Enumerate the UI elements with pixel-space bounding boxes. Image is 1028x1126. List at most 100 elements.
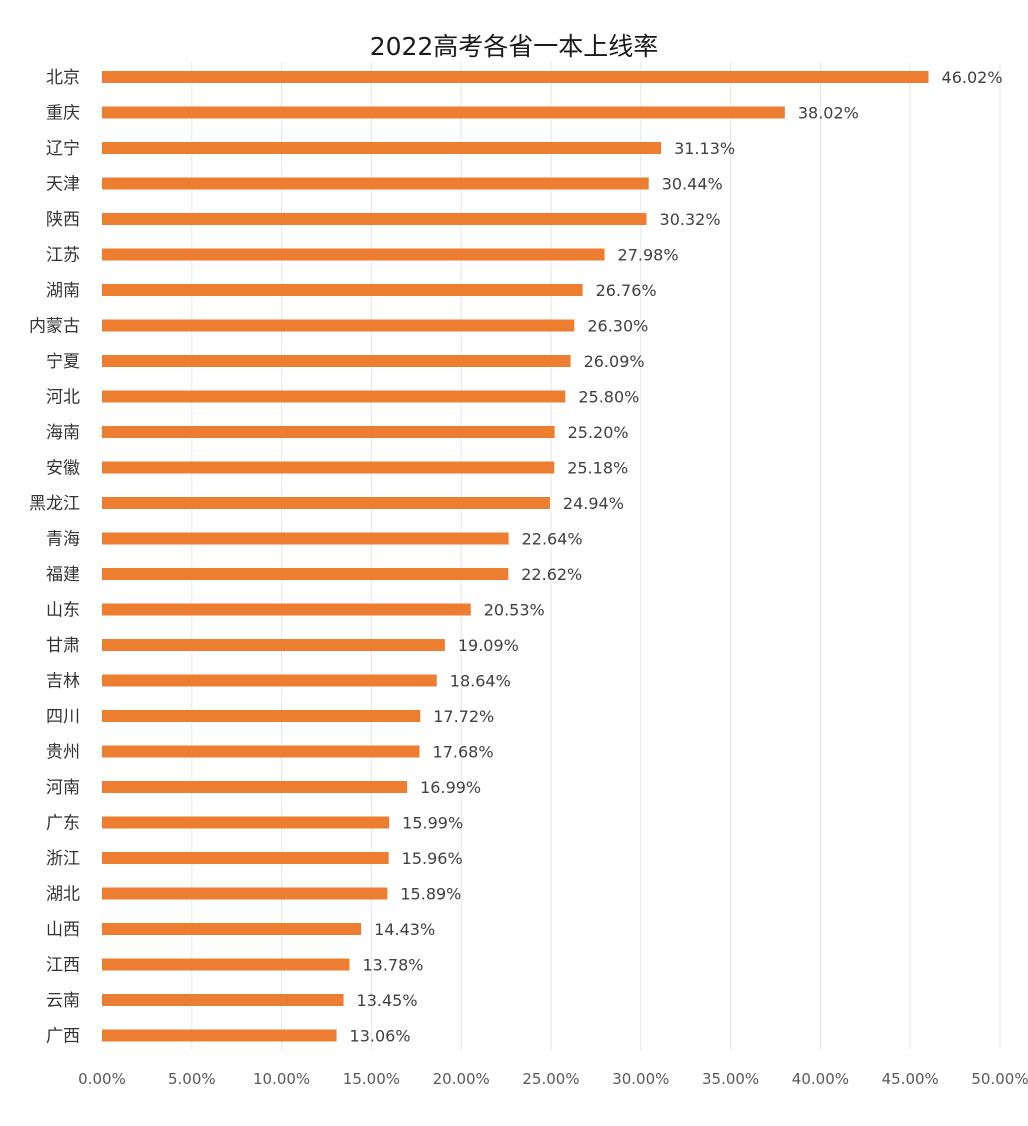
category-label: 安徽 xyxy=(46,459,80,479)
x-tick-label: 5.00% xyxy=(168,1070,216,1088)
x-tick-label: 0.00% xyxy=(78,1070,126,1088)
bar xyxy=(102,461,555,474)
data-label: 18.64% xyxy=(450,672,511,691)
data-label: 15.99% xyxy=(402,814,463,833)
data-label: 24.94% xyxy=(563,494,624,513)
data-label: 16.99% xyxy=(420,778,481,797)
bar xyxy=(102,568,509,580)
data-label: 22.62% xyxy=(521,565,582,584)
category-label: 广西 xyxy=(46,1027,80,1047)
data-label: 27.98% xyxy=(618,246,679,265)
data-label: 26.30% xyxy=(587,317,648,336)
bar xyxy=(102,284,583,296)
value-labels: 46.02% 38.02% 31.13% 30.44% 30.32% 27.98% 26.7… xyxy=(350,68,1003,1046)
bars xyxy=(102,71,929,1042)
data-label: 17.72% xyxy=(433,707,494,726)
x-axis-ticks: 0.00% 5.00% 10.00% 15.00% 20.00% 25.00% 30.00%… xyxy=(78,1070,1028,1088)
bar xyxy=(102,887,388,900)
data-label: 25.20% xyxy=(568,423,629,442)
category-label: 黑龙江 xyxy=(29,494,80,514)
category-label: 北京 xyxy=(46,68,80,88)
bar xyxy=(102,106,785,119)
category-label: 河南 xyxy=(46,778,80,798)
bar xyxy=(102,1029,337,1042)
bar xyxy=(102,852,389,864)
data-label: 30.44% xyxy=(662,175,723,194)
category-label: 湖南 xyxy=(46,281,80,301)
bar xyxy=(102,923,362,935)
category-label: 天津 xyxy=(46,175,80,195)
bar xyxy=(102,603,471,616)
bar xyxy=(102,816,390,829)
bar xyxy=(102,213,647,225)
category-label: 四川 xyxy=(46,707,80,727)
chart-title: 2022高考各省一本上线率 xyxy=(370,32,659,61)
category-label: 山东 xyxy=(46,601,80,621)
data-label: 15.96% xyxy=(402,849,463,868)
data-label: 46.02% xyxy=(942,68,1003,87)
category-label: 海南 xyxy=(46,423,80,443)
x-tick-label: 50.00% xyxy=(971,1070,1028,1088)
category-label: 广东 xyxy=(46,814,80,834)
x-tick-label: 45.00% xyxy=(882,1070,939,1088)
bar xyxy=(102,248,605,261)
data-label: 30.32% xyxy=(660,210,721,229)
bar xyxy=(102,710,421,722)
data-label: 13.06% xyxy=(350,1027,411,1046)
bar xyxy=(102,355,571,367)
category-label: 宁夏 xyxy=(46,352,80,372)
category-label: 甘肃 xyxy=(46,636,80,656)
data-label: 25.80% xyxy=(578,388,639,407)
data-label: 14.43% xyxy=(374,920,435,939)
category-label: 福建 xyxy=(46,565,80,585)
bar xyxy=(102,426,555,438)
data-label: 13.78% xyxy=(362,956,423,975)
bar xyxy=(102,639,445,651)
bar xyxy=(102,177,649,190)
data-label: 19.09% xyxy=(458,636,519,655)
category-label: 江西 xyxy=(46,956,80,976)
category-label: 贵州 xyxy=(46,743,80,763)
data-label: 13.45% xyxy=(357,991,418,1010)
category-label: 浙江 xyxy=(46,849,80,869)
bar xyxy=(102,674,437,687)
bar xyxy=(102,532,509,545)
bar xyxy=(102,958,350,971)
category-label: 江苏 xyxy=(46,246,80,266)
x-tick-label: 20.00% xyxy=(433,1070,490,1088)
bar xyxy=(102,745,420,758)
category-label: 青海 xyxy=(46,530,80,550)
category-label: 云南 xyxy=(46,991,80,1011)
category-label: 吉林 xyxy=(46,672,80,692)
bar xyxy=(102,319,575,332)
bar xyxy=(102,781,408,793)
category-label: 辽宁 xyxy=(46,139,80,159)
x-tick-label: 25.00% xyxy=(522,1070,579,1088)
bar xyxy=(102,497,550,509)
gridlines xyxy=(191,62,1001,1050)
data-label: 22.64% xyxy=(522,530,583,549)
bar xyxy=(102,71,929,83)
data-label: 31.13% xyxy=(674,139,735,158)
category-label: 陕西 xyxy=(46,210,80,230)
x-tick-label: 15.00% xyxy=(343,1070,400,1088)
data-label: 26.09% xyxy=(584,352,645,371)
data-label: 25.18% xyxy=(567,459,628,478)
category-label: 湖北 xyxy=(46,885,80,905)
category-labels: 北京重庆辽宁天津陕西江苏湖南内蒙古宁夏河北海南安徽黑龙江青海福建山东甘肃吉林四川… xyxy=(29,68,80,1047)
x-tick-label: 35.00% xyxy=(702,1070,759,1088)
data-label: 26.76% xyxy=(596,281,657,300)
bar xyxy=(102,994,344,1006)
bar xyxy=(102,142,662,154)
category-label: 山西 xyxy=(46,920,80,940)
category-label: 内蒙古 xyxy=(29,317,80,337)
x-tick-label: 40.00% xyxy=(792,1070,849,1088)
x-tick-label: 30.00% xyxy=(612,1070,669,1088)
data-label: 38.02% xyxy=(798,104,859,123)
category-label: 重庆 xyxy=(46,104,80,124)
data-label: 17.68% xyxy=(433,743,494,762)
data-label: 20.53% xyxy=(484,601,545,620)
bar xyxy=(102,390,566,403)
category-label: 河北 xyxy=(46,388,80,408)
